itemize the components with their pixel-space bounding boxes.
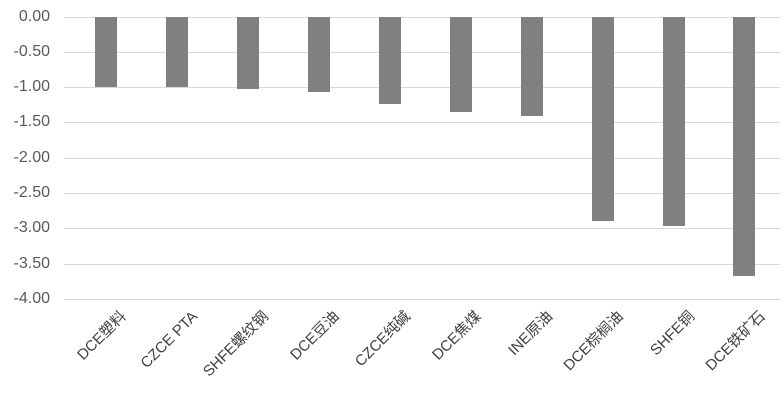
y-tick-label: -2.00 [13,148,50,166]
bar-DCE铁矿石 [733,16,756,276]
y-tick-label: -1.00 [13,78,50,96]
bar-DCE焦煤 [449,16,472,112]
gridline [64,263,780,265]
gridline [64,51,780,53]
x-category-label: DCE豆油 [287,308,343,364]
bar-DCE塑料 [95,16,117,88]
gridline [64,87,780,89]
bar-SHFE铜 [662,16,685,227]
bar-SHFE螺纹钢 [236,16,259,89]
x-category-label: DCE塑料 [74,308,131,364]
x-category-label: CZCE PTA [137,308,201,372]
bar-CZCE纯碱 [378,16,401,105]
bar-CZCE PTA [165,16,188,88]
gridline [64,193,780,195]
x-category-label: DCE棕榈油 [560,308,627,375]
y-tick-label: -3.50 [13,254,50,272]
bar-INE原油 [520,16,543,117]
x-category-label: CZCE纯碱 [351,308,414,371]
bar-DCE棕榈油 [591,16,614,222]
y-tick-label: -1.50 [13,113,50,131]
y-tick-label: -4.00 [13,290,50,307]
x-category-label: DCE铁矿石 [702,308,769,375]
bar-DCE豆油 [307,16,330,93]
x-category-label: SHFE螺纹钢 [199,308,272,381]
y-tick-label: -3.00 [13,219,50,237]
gridline [64,228,780,230]
y-tick-label: -0.50 [13,42,50,60]
y-tick-label: 0.00 [18,7,50,25]
gridline [64,122,780,124]
gridline [64,16,780,18]
gridline [64,299,780,300]
y-tick-label: -2.50 [13,184,50,202]
x-category-label: INE原油 [504,308,556,359]
x-category-label: DCE焦煤 [429,308,485,364]
gridline [64,157,780,159]
x-category-label: SHFE铜 [646,308,698,359]
